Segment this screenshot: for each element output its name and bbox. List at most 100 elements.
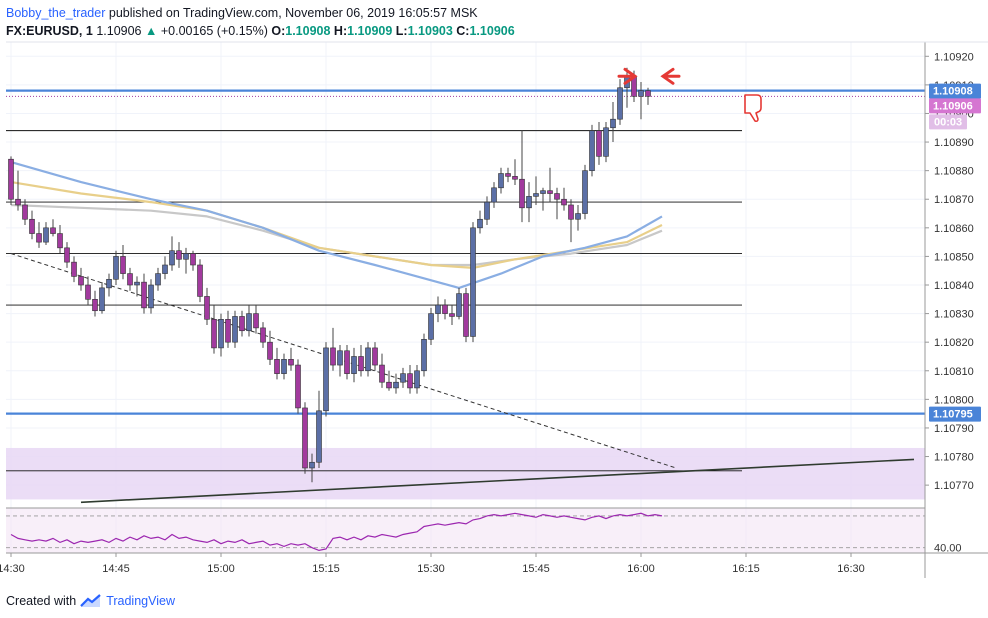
thumbs-down-icon[interactable] [744,94,762,123]
candle-body [309,461,315,469]
candle-body [78,276,84,286]
candle-body [267,341,273,360]
candle-body [106,278,112,289]
candle-body [484,201,490,220]
candle-body [330,347,336,366]
price-tick-label: 1.10790 [934,423,974,435]
axes: 1.109201.109101.109001.108901.108801.108… [0,41,988,578]
candle-body [582,170,588,214]
candle-body [596,130,602,157]
time-tick-label: 15:00 [207,563,235,575]
uptrend-line[interactable] [80,458,915,504]
candle-body [561,198,567,206]
time-tick-label: 14:30 [0,563,25,575]
low-value: 1.10903 [407,24,453,38]
candle-body [603,127,609,157]
candle-body [540,190,546,194]
candle-body [470,227,476,337]
candle-body [260,327,266,343]
candle-body [547,190,553,194]
tradingview-brand-link[interactable]: TradingView [106,594,175,608]
created-with-label: Created with [6,594,77,608]
candle-body [323,347,329,412]
candle-body [344,350,350,374]
candle-body [169,250,175,266]
candle-body [190,253,196,266]
time-tick-label: 16:15 [732,563,760,575]
candle-body [554,193,560,200]
open-value: 1.10908 [285,24,331,38]
price-tick-label: 1.10890 [934,137,974,149]
candle-body [519,178,525,209]
candle-body [379,364,385,383]
candle-body [8,158,14,200]
candle-body [477,218,483,229]
candle-body [533,193,539,197]
candle-body [295,364,301,409]
candle-body [92,299,98,312]
candle-body [246,313,252,332]
price-tick-label: 1.10780 [934,452,974,464]
candle-body [127,273,133,286]
author-link[interactable]: Bobby_the_trader [6,6,106,20]
candle-body [253,313,259,329]
price-tick-label: 1.10820 [934,337,974,349]
candle-body [407,373,413,389]
candle-body [400,373,406,383]
candle-body [589,130,595,171]
arrow-left-icon[interactable] [660,67,681,85]
price-tick-label: 1.10770 [934,480,974,492]
candle-body [155,273,161,286]
arrow-right-icon[interactable] [617,67,638,85]
candle-body [351,356,357,374]
low-label: L: [395,24,408,38]
price-badge [929,98,981,114]
horizontal-levels[interactable] [6,89,925,472]
time-tick-label: 15:45 [522,563,550,575]
candle-body [148,284,154,309]
symbol-name[interactable]: FX:EURUSD, 1 [6,24,93,38]
support-zone-rect [6,447,925,500]
candle-body [197,264,203,297]
time-tick-label: 16:00 [627,563,655,575]
candle-body [274,359,280,374]
price-badge-label: 1.10906 [933,100,973,112]
candle-body [239,316,245,332]
candle-body [617,87,623,120]
downtrend-line[interactable] [10,253,677,469]
change-arrow-icon: ▲ [144,24,158,38]
candle-body [638,90,644,97]
candle-body [64,247,70,263]
candles [8,67,651,483]
candle-body [15,198,21,206]
price-tick-label: 1.10800 [934,394,974,406]
price-tick-label: 1.10920 [934,51,974,63]
close-label: C: [456,24,470,38]
candle-body [29,218,35,234]
candle-body [435,304,441,314]
candle-body [393,381,399,389]
candle-body [372,347,378,366]
price-tick-label: 1.10870 [934,194,974,206]
candle-body [428,313,434,340]
candle-body [610,118,616,129]
candle-body [218,319,224,349]
candle-body [414,370,420,389]
annotation-marks[interactable] [617,67,762,123]
rsi-pane [6,508,925,553]
symbol-legend: FX:EURUSD, 1 1.10906 ▲ +0.00165 (+0.15%)… [6,24,515,38]
time-tick-label: 16:30 [837,563,865,575]
tradingview-logo-icon [80,594,101,607]
trend-lines[interactable] [10,253,915,504]
price-badge-label: 1.10795 [933,409,973,421]
time-tick-label: 14:45 [102,563,130,575]
price-tick-label: 1.10850 [934,251,974,263]
time-tick-label: 15:30 [417,563,445,575]
candle-body [113,256,119,280]
publish-info: Bobby_the_trader published on TradingVie… [6,6,478,20]
candle-body [71,261,77,277]
candle-body [43,227,49,243]
candle-body [225,319,231,343]
candle-body [575,213,581,220]
